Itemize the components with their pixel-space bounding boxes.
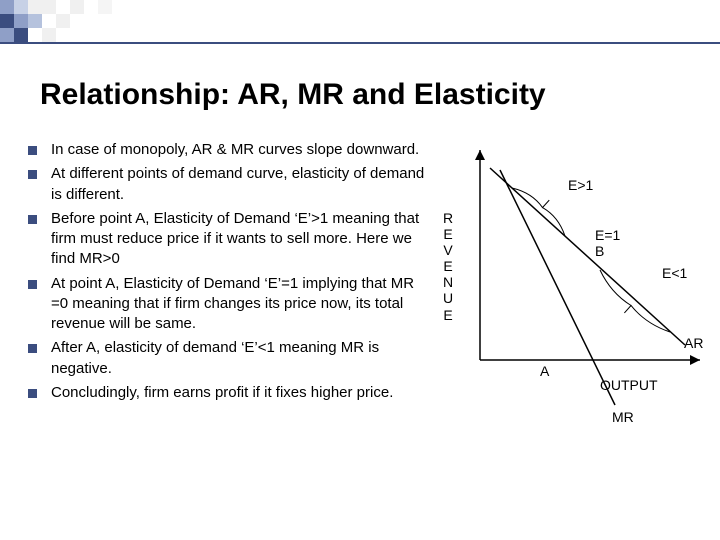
svg-text:OUTPUT: OUTPUT: [600, 377, 658, 393]
bullet-marker: [28, 215, 37, 224]
bullet-marker: [28, 170, 37, 179]
bullet-list: In case of monopoly, AR & MR curves slop…: [28, 140, 428, 407]
svg-text:E>1: E>1: [568, 177, 594, 193]
bullet-text: Concludingly, firm earns profit if it fi…: [51, 383, 393, 403]
svg-text:E=1: E=1: [595, 227, 621, 243]
elasticity-diagram: REVENUE E>1 E=1B E<1 AR A OUTPUT MR: [440, 150, 710, 430]
bullet-item: After A, elasticity of demand ‘E’<1 mean…: [28, 338, 428, 379]
bullet-text: After A, elasticity of demand ‘E’<1 mean…: [51, 338, 428, 379]
bullet-text: At different points of demand curve, ela…: [51, 164, 428, 205]
svg-text:A: A: [540, 363, 550, 379]
y-axis-label: REVENUE: [440, 210, 456, 323]
bullet-item: Before point A, Elasticity of Demand ‘E’…: [28, 209, 428, 270]
bullet-marker: [28, 344, 37, 353]
svg-text:MR: MR: [612, 409, 634, 425]
svg-text:AR: AR: [684, 335, 703, 351]
bullet-text: In case of monopoly, AR & MR curves slop…: [51, 140, 419, 160]
bullet-text: Before point A, Elasticity of Demand ‘E’…: [51, 209, 428, 270]
bullet-marker: [28, 389, 37, 398]
svg-text:E<1: E<1: [662, 265, 688, 281]
bullet-item: In case of monopoly, AR & MR curves slop…: [28, 140, 428, 160]
bullet-item: At point A, Elasticity of Demand ‘E’=1 i…: [28, 274, 428, 335]
bullet-item: At different points of demand curve, ela…: [28, 164, 428, 205]
svg-text:B: B: [595, 243, 604, 259]
slide-title: Relationship: AR, MR and Elasticity: [40, 78, 546, 112]
bullet-marker: [28, 146, 37, 155]
bullet-marker: [28, 280, 37, 289]
bullet-item: Concludingly, firm earns profit if it fi…: [28, 383, 428, 403]
accent-bar: [0, 42, 720, 44]
bullet-text: At point A, Elasticity of Demand ‘E’=1 i…: [51, 274, 428, 335]
